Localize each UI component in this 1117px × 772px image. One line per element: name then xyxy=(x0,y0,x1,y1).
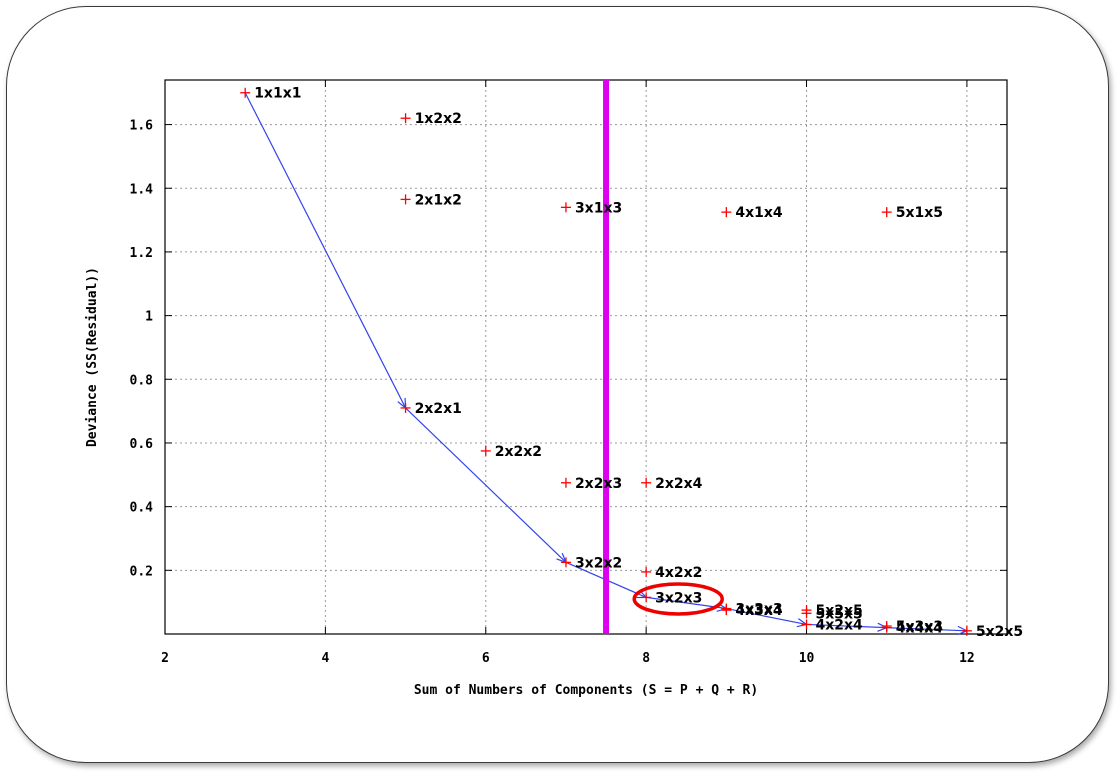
x-tick-label: 12 xyxy=(959,651,975,666)
point-label: 2x1x2 xyxy=(415,192,462,208)
highlight-layer xyxy=(632,582,724,616)
point-label: 4x2x4 xyxy=(816,617,864,633)
path-segment xyxy=(806,623,887,629)
x-axis-label: Sum of Numbers of Components (S = P + Q … xyxy=(414,683,758,698)
path-segment xyxy=(726,607,807,626)
point-label: 5x3x3 xyxy=(896,619,943,635)
highlight-ellipse xyxy=(632,582,724,616)
y-tick-label: 1.2 xyxy=(130,246,153,261)
point-label: 2x2x1 xyxy=(415,401,462,417)
chart-frame xyxy=(6,6,1109,763)
point-label: 2x2x2 xyxy=(495,444,542,460)
y-tick-label: 0.6 xyxy=(130,437,154,452)
point-label: 3x1x3 xyxy=(575,200,622,216)
path-segment xyxy=(244,92,407,409)
x-tick-label: 8 xyxy=(642,651,650,666)
point-label: 5x2x5 xyxy=(976,624,1023,640)
point-label: 3x3x3 xyxy=(735,602,782,618)
y-tick-label: 1 xyxy=(145,310,153,325)
point-label: 4x1x4 xyxy=(735,205,783,221)
point-label: 5x2x5 xyxy=(816,603,863,619)
y-tick-label: 0.2 xyxy=(130,564,153,579)
points: 1x1x1 1x2x2 2x1x2 3x1x3 4x1x4 5x1x5 2x2x1 2x2x2… xyxy=(240,86,1023,640)
point-label: 3x2x3 xyxy=(655,590,702,606)
point-label: 2x2x3 xyxy=(575,476,622,492)
grid xyxy=(165,80,1007,634)
point-label: 3x2x2 xyxy=(575,555,622,571)
x-tick-label: 10 xyxy=(799,651,815,666)
point-label: 2x2x4 xyxy=(655,476,703,492)
path-segment xyxy=(886,627,967,632)
x-tick-label: 4 xyxy=(321,651,329,666)
axis-ticks: 2 4 6 8 10 12 0.2 0.4 0.6 0.8 1 1.2 1.4 1.6 xyxy=(130,80,1007,666)
y-tick-label: 0.4 xyxy=(130,501,154,516)
point-label: 1x2x2 xyxy=(415,111,462,127)
point-label: 5x1x5 xyxy=(896,205,943,221)
point-label: 4x3x4 xyxy=(735,603,783,619)
y-tick-label: 1.4 xyxy=(130,182,154,197)
point-label: 1x1x1 xyxy=(254,86,301,102)
x-tick-label: 6 xyxy=(482,651,490,666)
point-label: 5x5x5 xyxy=(816,606,863,622)
point-label: 4x2x2 xyxy=(655,565,702,581)
x-tick-label: 2 xyxy=(161,651,169,666)
y-axis-label: Deviance (SS(Residual)) xyxy=(85,267,100,447)
plot-border xyxy=(164,79,1008,635)
y-tick-label: 1.6 xyxy=(130,119,154,134)
y-tick-label: 0.8 xyxy=(130,373,154,388)
point-label: 4x4x4 xyxy=(896,621,944,637)
path-segment xyxy=(405,407,567,563)
